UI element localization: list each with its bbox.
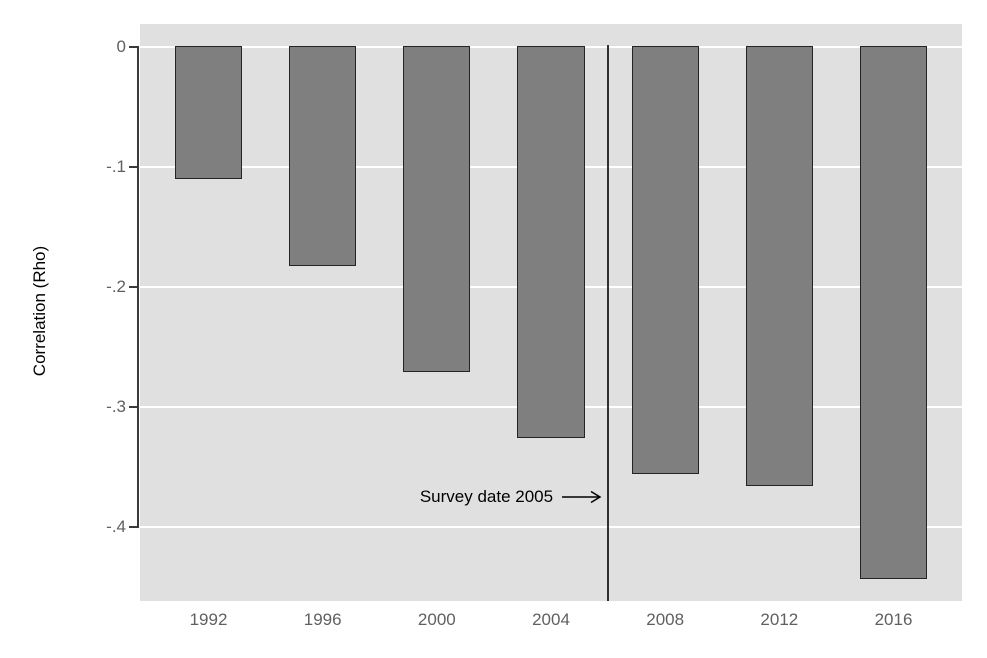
y-axis-line [137, 45, 139, 528]
y-tick [129, 285, 137, 288]
bar [174, 46, 243, 179]
y-tick [129, 525, 137, 528]
y-tick [129, 165, 137, 168]
right-arrow-icon [562, 490, 602, 503]
x-tick-label: 2016 [874, 610, 913, 629]
annotation-text: Survey date 2005 [419, 486, 554, 506]
x-tick-label: 2008 [646, 610, 685, 629]
bar [859, 46, 928, 580]
x-tick-label: 1992 [189, 610, 228, 629]
annotation: Survey date 2005 [420, 485, 602, 509]
x-tick-label: 2004 [532, 610, 570, 629]
bar [631, 46, 699, 474]
y-tick [129, 405, 137, 408]
y-tick-label: -.2 [106, 276, 126, 296]
y-tick-label: -.4 [106, 516, 126, 536]
x-tick-label: 1996 [303, 610, 342, 629]
y-tick [129, 45, 137, 48]
y-axis-title: Correlation (Rho) [30, 245, 49, 376]
y-tick-label: 0 [116, 36, 126, 56]
bar [745, 46, 813, 486]
gridline [140, 525, 962, 528]
x-tick-label: 2000 [417, 610, 456, 629]
bar [517, 46, 585, 438]
y-tick-label: -.3 [106, 396, 126, 416]
reference-line [607, 45, 610, 601]
y-tick-label: -.1 [106, 156, 126, 176]
bar [403, 46, 471, 372]
x-tick-label: 2012 [760, 610, 799, 629]
bar [289, 46, 357, 267]
